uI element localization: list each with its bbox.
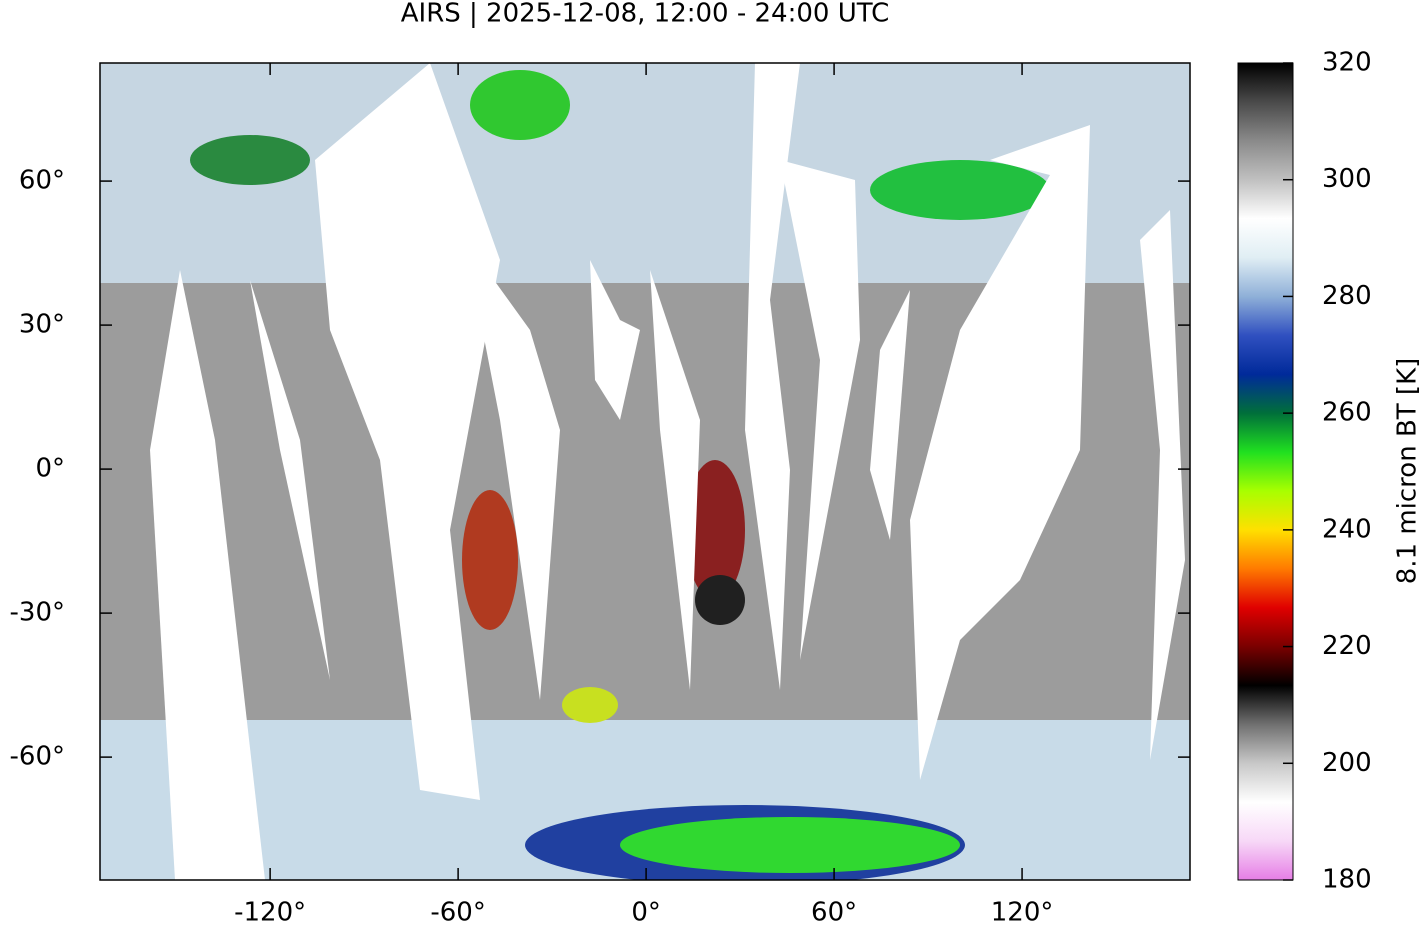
colorbar-tick-label: 320 <box>1322 48 1372 78</box>
x-tick-label: 120° <box>991 898 1054 928</box>
x-tick-label: -60° <box>430 898 485 928</box>
x-tick-label: 0° <box>631 898 661 928</box>
colorbar-tick-label: 280 <box>1322 281 1372 311</box>
y-tick-label: -30° <box>10 598 65 628</box>
colorbar-tick-label: 200 <box>1322 748 1372 778</box>
colorbar-tick-label: 260 <box>1322 398 1372 428</box>
x-tick-label: 60° <box>811 898 857 928</box>
map-imagery <box>100 63 1190 885</box>
colorbar-tick-label: 240 <box>1322 514 1372 544</box>
x-tick-label: -120° <box>234 898 306 928</box>
colorbar-tick-label: 180 <box>1322 865 1372 895</box>
y-tick-label: 0° <box>35 454 65 484</box>
colorbar-tick-label: 220 <box>1322 631 1372 661</box>
y-tick-label: 60° <box>19 166 65 196</box>
colorbar-tick-label: 300 <box>1322 164 1372 194</box>
y-tick-label: -60° <box>10 742 65 772</box>
y-tick-label: 30° <box>19 310 65 340</box>
map-title: AIRS | 2025-12-08, 12:00 - 24:00 UTC <box>401 0 890 29</box>
colorbar-label: 8.1 micron BT [K] <box>1393 358 1421 585</box>
colorbar <box>1238 63 1293 880</box>
